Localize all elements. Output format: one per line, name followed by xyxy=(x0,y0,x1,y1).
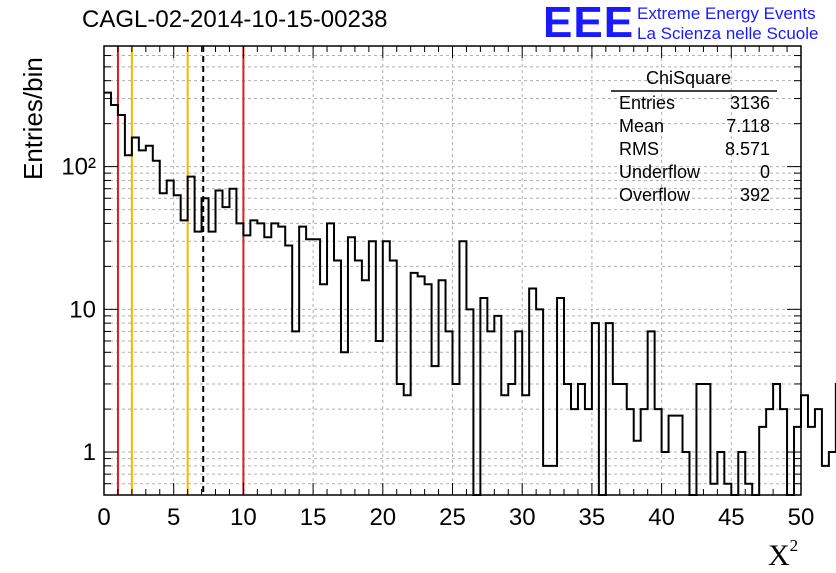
stats-label: RMS xyxy=(619,139,659,159)
x-tick-label: 15 xyxy=(300,504,327,531)
y-axis-label: Entries/bin xyxy=(18,57,48,180)
x-tick-label: 35 xyxy=(579,504,606,531)
stats-value: 3136 xyxy=(729,93,770,113)
stats-label: Entries xyxy=(619,93,676,113)
histogram-series xyxy=(104,91,836,496)
logo-line-2: La Scienza nelle Scuole xyxy=(637,24,819,43)
x-tick-label: 0 xyxy=(97,504,110,531)
tick-labels: 0 5 10 15 20 25 30 35 40 45 50 1 10 10² xyxy=(61,154,814,531)
y-tick-label: 10 xyxy=(69,296,96,323)
y-tick-label: 1 xyxy=(83,439,96,466)
stats-row-entries: Entries 3136 xyxy=(619,93,770,115)
x-tick-label: 30 xyxy=(509,504,536,531)
stats-label: Underflow xyxy=(619,162,701,182)
x-tick-label: 5 xyxy=(167,504,180,531)
x-tick-label: 20 xyxy=(369,504,396,531)
stats-value: 392 xyxy=(739,185,770,205)
x-tick-label: 50 xyxy=(788,504,815,531)
stats-value: 0 xyxy=(759,162,770,182)
stats-row-mean: Mean 7.118 xyxy=(619,116,770,138)
stats-row-overflow: Overflow 392 xyxy=(619,185,770,207)
logo-line-1: Extreme Energy Events xyxy=(637,4,816,23)
stats-row-rms: RMS 8.571 xyxy=(619,139,770,161)
x-tick-label: 10 xyxy=(230,504,257,531)
stats-label: Mean xyxy=(619,116,665,136)
x-tick-label: 45 xyxy=(718,504,745,531)
stats-value: 7.118 xyxy=(726,116,770,136)
x-axis-label: X2 xyxy=(768,536,799,572)
x-tick-label: 25 xyxy=(439,504,466,531)
x-tick-label: 40 xyxy=(648,504,675,531)
stats-row-underflow: Underflow 0 xyxy=(619,162,770,184)
stats-value: 8.571 xyxy=(724,139,770,159)
stats-title: ChiSquare xyxy=(646,68,732,88)
eee-logo: EEE xyxy=(543,0,635,47)
axis-ticks xyxy=(103,45,802,496)
reference-lines xyxy=(116,46,245,495)
stats-label: Overflow xyxy=(619,185,691,205)
y-tick-label: 10² xyxy=(61,154,96,181)
chart-title: CAGL-02-2014-10-15-00238 xyxy=(82,6,388,33)
